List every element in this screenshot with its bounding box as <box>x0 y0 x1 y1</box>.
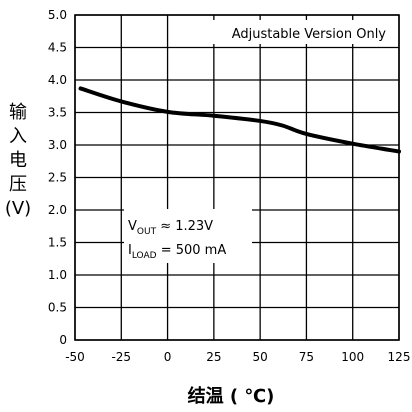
x-tick-label: 125 <box>388 350 411 364</box>
x-tick-label: -50 <box>65 350 85 364</box>
series-layer <box>78 86 401 154</box>
y-axis-label-char-2: 入 <box>9 126 27 147</box>
vout-value: ≈ 1.23V <box>156 219 213 234</box>
y-axis-label-unit: (V) <box>5 198 31 219</box>
grid <box>74 14 400 341</box>
y-tick-label: 2.0 <box>48 203 67 217</box>
y-tick-label: 3.5 <box>48 106 67 120</box>
conditions-box <box>124 209 252 263</box>
y-tick-labels: 0 0.5 1.0 1.5 2.0 2.5 3.0 3.5 4.0 4.5 5.0 <box>48 8 67 347</box>
y-tick-label: 0.5 <box>48 301 67 315</box>
y-axis-label-char-4: 压 <box>9 174 27 195</box>
corner-note: Adjustable Version Only <box>232 27 387 42</box>
condition-iload: ILOAD = 500 mA <box>128 243 226 261</box>
vout-prefix: V <box>128 219 137 234</box>
series-line-0 <box>78 86 401 154</box>
iload-value: = 500 mA <box>157 243 227 258</box>
y-tick-label: 1.5 <box>48 236 67 250</box>
x-tick-label: 25 <box>206 350 221 364</box>
y-tick-label: 3.0 <box>48 138 67 152</box>
x-tick-label: 50 <box>253 350 268 364</box>
condition-vout: VOUT ≈ 1.23V <box>128 219 213 237</box>
x-tick-label: -25 <box>111 350 131 364</box>
iload-subscript: LOAD <box>132 251 157 261</box>
y-tick-label: 5.0 <box>48 8 67 22</box>
y-tick-label: 4.5 <box>48 41 67 55</box>
x-axis-label: 结温 ( ℃) <box>188 385 275 407</box>
x-tick-labels: -50 -25 0 25 50 75 100 125 <box>65 350 410 364</box>
y-tick-label: 1.0 <box>48 268 67 282</box>
y-axis-label-char-3: 电 <box>9 150 27 171</box>
x-tick-label: 0 <box>164 350 172 364</box>
y-tick-label: 0 <box>59 333 67 347</box>
iload-prefix: I <box>128 243 132 258</box>
y-tick-label: 2.5 <box>48 171 67 185</box>
plot-frame <box>74 14 400 341</box>
x-tick-label: 100 <box>341 350 364 364</box>
y-axis-label-char-1: 输 <box>9 102 27 123</box>
corner-note-box <box>180 20 393 44</box>
vout-subscript: OUT <box>137 227 157 237</box>
x-tick-label: 75 <box>299 350 314 364</box>
y-tick-label: 4.0 <box>48 73 67 87</box>
